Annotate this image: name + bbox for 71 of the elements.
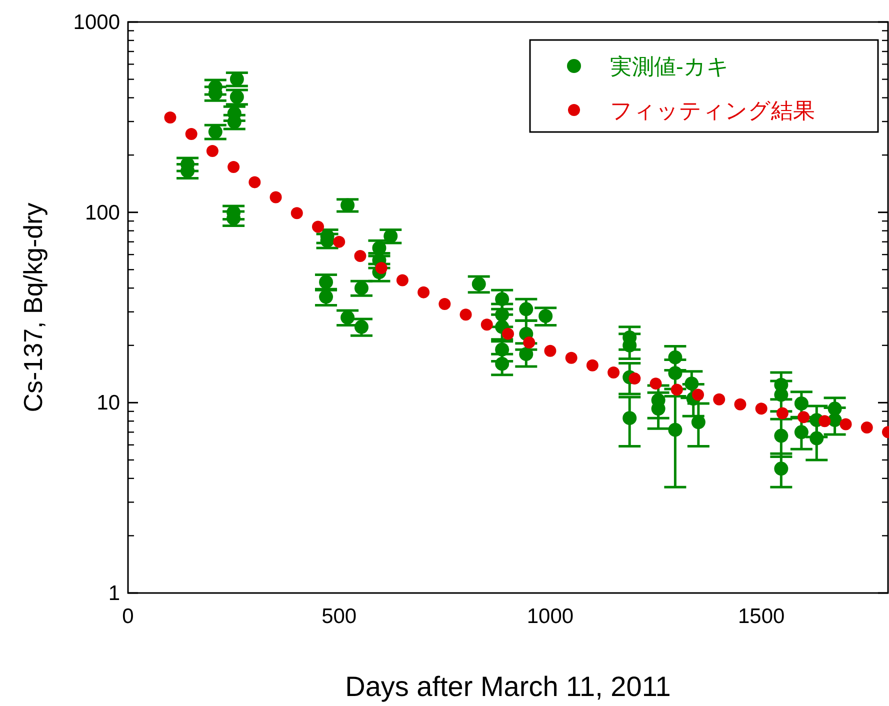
point xyxy=(650,378,662,390)
point xyxy=(734,398,746,410)
point xyxy=(519,302,534,316)
point xyxy=(354,281,368,296)
point xyxy=(774,428,788,443)
point xyxy=(438,298,451,310)
point xyxy=(495,356,510,371)
point xyxy=(206,145,218,158)
point xyxy=(810,431,824,446)
point xyxy=(312,220,324,233)
x-tick-label: 500 xyxy=(322,605,357,628)
point xyxy=(586,359,598,372)
point xyxy=(340,198,355,212)
point xyxy=(228,161,240,174)
point xyxy=(544,344,556,357)
point xyxy=(230,72,244,86)
point xyxy=(230,90,244,104)
x-tick-label: 1000 xyxy=(526,605,574,628)
legend-label: 実測値-カキ xyxy=(610,54,730,79)
legend-label: フィッティング結果 xyxy=(610,98,815,123)
point xyxy=(502,328,514,340)
point xyxy=(270,191,282,204)
point xyxy=(519,347,534,362)
y-tick-label: 1 xyxy=(108,582,120,605)
point xyxy=(565,352,578,364)
x-tick-label: 1500 xyxy=(738,605,785,628)
point xyxy=(290,207,303,220)
point xyxy=(354,320,368,334)
point xyxy=(418,286,430,298)
y-tick-label: 1000 xyxy=(73,11,120,34)
point xyxy=(523,336,536,349)
point xyxy=(384,229,398,244)
point xyxy=(713,393,726,406)
point xyxy=(692,388,704,401)
point xyxy=(396,274,408,286)
point xyxy=(354,250,366,262)
point xyxy=(670,384,683,396)
x-axis-title: Days after March 11, 2011 xyxy=(345,671,671,702)
point xyxy=(755,402,768,415)
x-tick-label: 0 xyxy=(122,605,134,628)
point xyxy=(691,415,706,430)
point xyxy=(319,275,334,290)
point xyxy=(248,176,261,188)
point xyxy=(164,111,176,124)
point xyxy=(668,366,682,380)
point xyxy=(798,411,810,424)
point xyxy=(774,388,788,402)
point xyxy=(794,425,808,440)
point xyxy=(668,422,682,437)
y-axis-title: Cs-137, Bq/kg-dry xyxy=(18,202,48,412)
point xyxy=(794,396,808,410)
point xyxy=(185,128,198,140)
point xyxy=(208,124,222,139)
point xyxy=(860,422,873,434)
point xyxy=(340,310,355,325)
y-tick-label: 10 xyxy=(96,392,120,415)
point xyxy=(472,277,486,292)
point xyxy=(608,366,620,379)
point xyxy=(840,418,852,430)
point xyxy=(480,318,493,331)
y-tick-label: 100 xyxy=(84,201,120,224)
point xyxy=(460,308,472,321)
point xyxy=(319,290,334,304)
point xyxy=(622,411,637,426)
point xyxy=(774,462,788,476)
point xyxy=(818,415,831,428)
point xyxy=(776,407,788,420)
point xyxy=(628,372,641,384)
point xyxy=(538,309,553,324)
point xyxy=(375,262,388,274)
point xyxy=(333,236,346,248)
